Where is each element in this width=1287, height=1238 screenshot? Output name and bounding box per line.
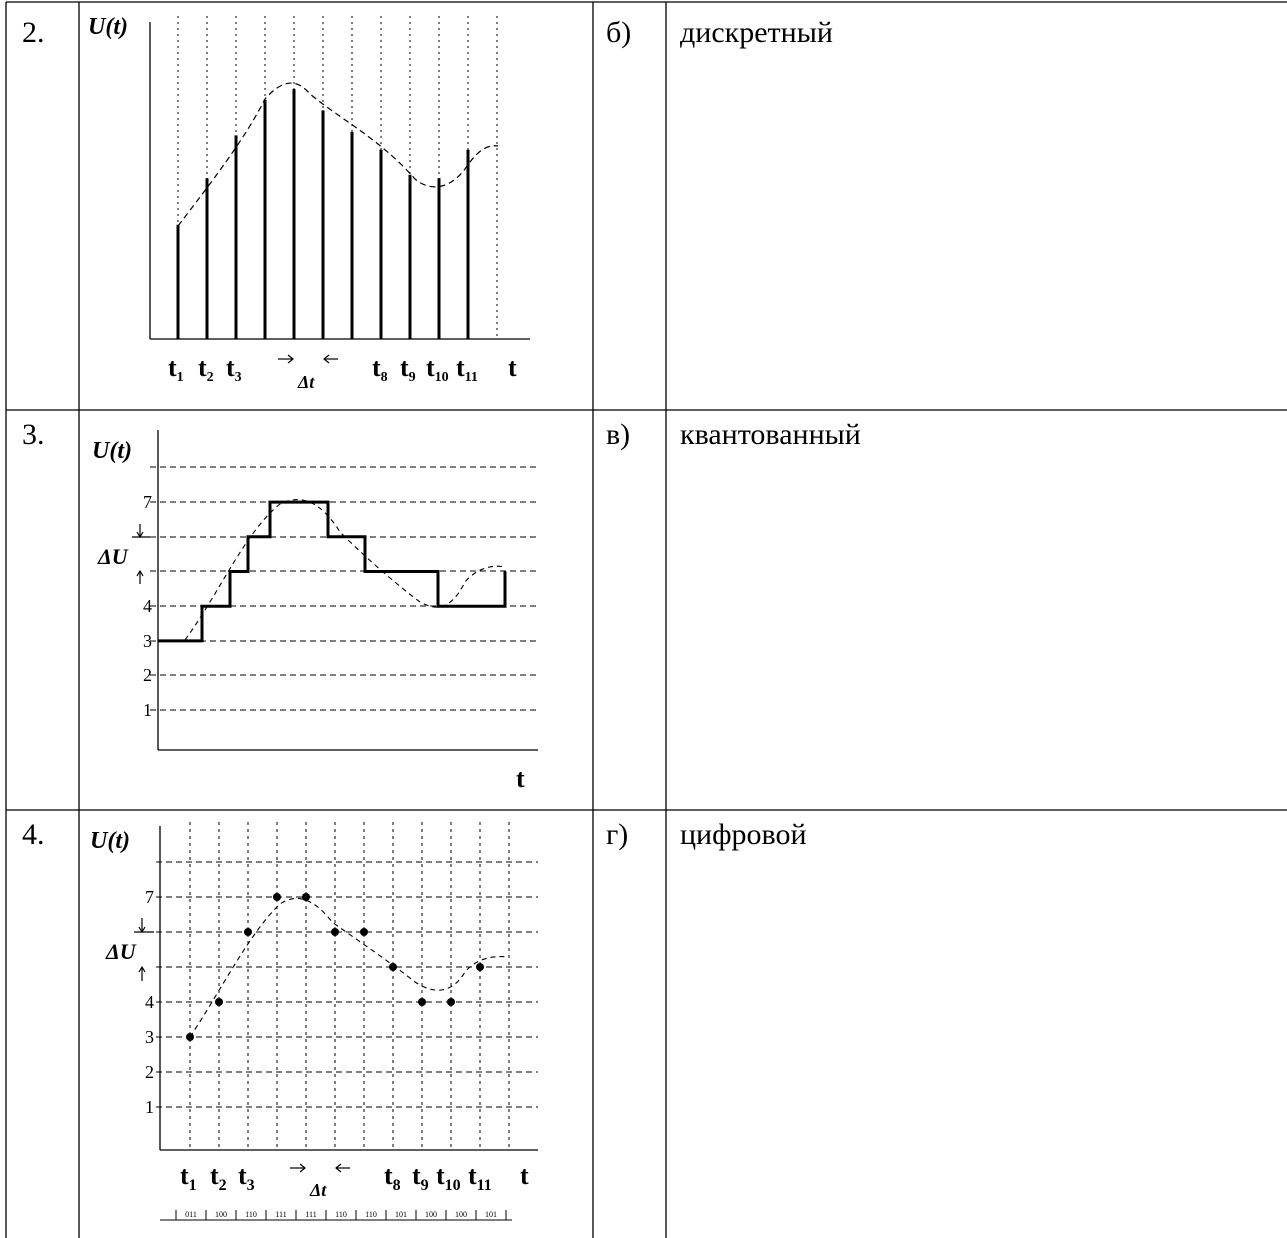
- x-axis-label: t: [508, 353, 517, 382]
- tick-label: t2: [210, 1161, 227, 1194]
- sample-point: [447, 998, 455, 1006]
- level-label: 3: [145, 1027, 154, 1047]
- sample-point: [389, 963, 397, 971]
- level-label: 7: [143, 492, 152, 512]
- quantized-signal-chart: U(t) 7 4 3 2 1 ΔU t: [80, 412, 590, 807]
- row-letter: г): [606, 820, 628, 850]
- binary-code: 111: [305, 1210, 316, 1219]
- row-number: 4.: [22, 820, 45, 850]
- level-label: 2: [145, 1062, 154, 1082]
- sample-point: [215, 998, 223, 1006]
- sample-point: [273, 893, 281, 901]
- digital-signal-chart: U(t) 7 4 3 2 1 ΔU t1 t2 t3 t8 t9 t10 t11…: [80, 812, 590, 1236]
- sample-gridlines: [178, 16, 497, 339]
- tick-label: t2: [198, 353, 214, 385]
- envelope-curve: [178, 83, 498, 226]
- row-letter: в): [606, 420, 630, 450]
- row-number: 2.: [22, 18, 45, 48]
- level-gridlines: [156, 862, 538, 1107]
- tick-label: t1: [168, 353, 184, 385]
- sample-point: [360, 928, 368, 936]
- binary-code: 110: [335, 1210, 347, 1219]
- delta-t-arrows: [278, 355, 338, 363]
- delta-u-arrows: [134, 918, 154, 981]
- binary-code-strip: 011 100 110 111 111 110 110 101 100 100 101: [176, 1210, 506, 1220]
- binary-code: 011: [185, 1210, 197, 1219]
- binary-code: 101: [485, 1210, 497, 1219]
- tick-label: t1: [180, 1161, 197, 1194]
- delta-u-arrows: [132, 524, 150, 584]
- level-label: 1: [145, 1097, 154, 1117]
- tick-label: t3: [238, 1161, 255, 1194]
- term-discrete: дискретный: [680, 18, 833, 48]
- sample-gridlines: [190, 822, 509, 1150]
- row-number: 3.: [22, 420, 45, 450]
- level-label: 4: [143, 596, 152, 616]
- level-label: 3: [143, 631, 152, 651]
- tick-label: t9: [400, 353, 416, 385]
- sample-point: [418, 998, 426, 1006]
- binary-code: 110: [245, 1210, 257, 1219]
- row-letter: б): [606, 18, 631, 48]
- y-axis-label: U(t): [92, 438, 132, 464]
- tick-label: t10: [436, 1161, 461, 1194]
- tick-label: t8: [384, 1161, 401, 1194]
- tick-label: t9: [412, 1161, 429, 1194]
- tick-label: t11: [456, 353, 478, 385]
- binary-code: 100: [425, 1210, 437, 1219]
- tick-label: t11: [468, 1161, 492, 1194]
- delta-u-label: ΔU: [97, 544, 129, 569]
- binary-code: 101: [395, 1210, 407, 1219]
- term-quantized: квантованный: [680, 420, 861, 450]
- tick-label: t8: [372, 353, 388, 385]
- level-label: 2: [143, 665, 152, 685]
- term-digital: цифровой: [680, 820, 807, 850]
- level-label: 1: [143, 700, 152, 720]
- sample-point: [244, 928, 252, 936]
- x-axis-label: t: [520, 1161, 529, 1190]
- sample-bars: [178, 89, 468, 339]
- tick-label: t10: [426, 353, 449, 385]
- level-gridlines: [150, 467, 538, 710]
- sample-point: [476, 963, 484, 971]
- tick-label: t3: [226, 353, 242, 385]
- envelope-curve: [185, 500, 505, 640]
- discrete-signal-chart: U(t) t1 t2 t3 t8 t9 t10 t11 t Δt: [80, 4, 590, 406]
- delta-t-label: Δt: [297, 372, 315, 392]
- delta-t-arrows: [290, 1164, 350, 1172]
- level-label: 7: [145, 887, 154, 907]
- sample-point: [186, 1033, 194, 1041]
- x-axis-label: t: [516, 764, 525, 793]
- envelope-curve: [190, 898, 508, 1037]
- binary-code: 100: [455, 1210, 467, 1219]
- sample-point: [331, 928, 339, 936]
- level-label: 4: [145, 992, 154, 1012]
- y-axis-label: U(t): [88, 14, 128, 40]
- binary-code: 100: [215, 1210, 227, 1219]
- binary-code: 111: [275, 1210, 286, 1219]
- y-axis-label: U(t): [90, 828, 130, 854]
- binary-code: 110: [365, 1210, 377, 1219]
- sample-point: [302, 893, 310, 901]
- delta-t-label: Δt: [309, 1180, 327, 1200]
- delta-u-label: ΔU: [105, 939, 137, 964]
